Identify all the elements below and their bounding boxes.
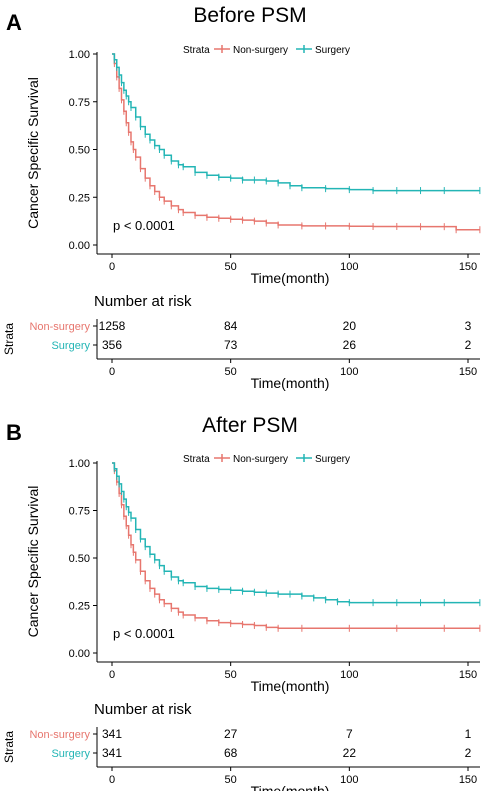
- p-value-annotation: p < 0.0001: [113, 218, 175, 233]
- risk-count: 22: [343, 746, 357, 760]
- risk-x-tick-label: 0: [109, 366, 115, 378]
- risk-count: 3: [465, 319, 472, 333]
- legend-entry: Non-surgery: [233, 45, 288, 56]
- chart-panel-a: A Before PSM 0.00 0.25 0.50 0.75 1.00 0 50 100 150…: [2, 4, 481, 391]
- chart-title: After PSM: [202, 414, 298, 437]
- risk-count: 1258: [99, 319, 126, 333]
- risk-x-tick-label: 150: [459, 774, 477, 786]
- y-axis-label: Cancer Specific Survival: [25, 486, 41, 638]
- risk-x-tick-label: 100: [340, 774, 358, 786]
- x-tick-label: 0: [109, 261, 115, 273]
- series-non-surgery: [112, 462, 481, 632]
- risk-x-tick-label: 50: [225, 774, 237, 786]
- risk-row-name: Surgery: [51, 748, 90, 760]
- x-tick-label: 50: [225, 669, 237, 681]
- risk-table-heading: Number at risk: [94, 293, 192, 310]
- y-axis-label: Cancer Specific Survival: [25, 77, 41, 229]
- legend-entry: Surgery: [315, 45, 350, 56]
- risk-x-tick-label: 100: [340, 366, 358, 378]
- y-tick-label: 1.00: [69, 49, 90, 61]
- y-tick-label: 0.25: [69, 192, 90, 204]
- risk-count: 356: [102, 338, 122, 352]
- y-tick-label: 1.00: [69, 458, 90, 470]
- panel-letter: A: [6, 10, 22, 35]
- chart-title: Before PSM: [193, 4, 306, 27]
- y-tick-label: 0.75: [69, 97, 90, 109]
- series-non-surgery: [112, 53, 481, 234]
- risk-table-strata-label: Strata: [2, 323, 16, 355]
- x-tick-label: 150: [459, 669, 477, 681]
- y-tick-label: 0.00: [69, 240, 90, 252]
- risk-row-name: Non-surgery: [29, 729, 90, 741]
- risk-x-tick-label: 0: [109, 774, 115, 786]
- legend-entry: Non-surgery: [233, 454, 288, 465]
- survival-curve: [112, 462, 480, 604]
- risk-count: 84: [224, 319, 238, 333]
- survival-curve: [112, 53, 480, 231]
- risk-count: 1: [465, 727, 472, 741]
- x-tick-label: 0: [109, 669, 115, 681]
- p-value-annotation: p < 0.0001: [113, 626, 175, 641]
- risk-count: 7: [346, 727, 353, 741]
- risk-table-x-axis-label: Time(month): [251, 375, 330, 391]
- risk-row-name: Non-surgery: [29, 321, 90, 333]
- y-tick-label: 0.00: [69, 648, 90, 660]
- risk-count: 2: [465, 338, 472, 352]
- x-axis-label: Time(month): [251, 270, 330, 286]
- risk-count: 341: [102, 727, 122, 741]
- risk-count: 2: [465, 746, 472, 760]
- x-tick-label: 100: [340, 669, 358, 681]
- survival-curve: [112, 53, 480, 192]
- y-tick-label: 0.50: [69, 553, 90, 565]
- series-surgery: [112, 462, 481, 607]
- x-axis-label: Time(month): [251, 678, 330, 694]
- series-surgery: [112, 53, 481, 195]
- y-tick-label: 0.75: [69, 506, 90, 518]
- risk-x-tick-label: 150: [459, 366, 477, 378]
- x-tick-label: 50: [225, 261, 237, 273]
- risk-table-heading: Number at risk: [94, 701, 192, 718]
- risk-count: 73: [224, 338, 238, 352]
- x-tick-label: 150: [459, 261, 477, 273]
- y-tick-label: 0.25: [69, 601, 90, 613]
- legend-entry: Surgery: [315, 454, 350, 465]
- risk-x-tick-label: 50: [225, 366, 237, 378]
- legend-title: Strata: [183, 45, 210, 56]
- survival-curve: [112, 462, 480, 630]
- risk-table-x-axis-label: Time(month): [251, 783, 330, 791]
- y-tick-label: 0.50: [69, 145, 90, 157]
- risk-count: 20: [343, 319, 357, 333]
- risk-count: 26: [343, 338, 357, 352]
- risk-table: Number at risk Strata Non-surgery 341 27 7 1 Su…: [2, 701, 480, 791]
- panel-letter: B: [6, 420, 22, 445]
- risk-table-strata-label: Strata: [2, 731, 16, 763]
- risk-count: 68: [224, 746, 238, 760]
- risk-count: 27: [224, 727, 238, 741]
- legend-title: Strata: [183, 454, 210, 465]
- x-tick-label: 100: [340, 261, 358, 273]
- risk-count: 341: [102, 746, 122, 760]
- risk-row-name: Surgery: [51, 340, 90, 352]
